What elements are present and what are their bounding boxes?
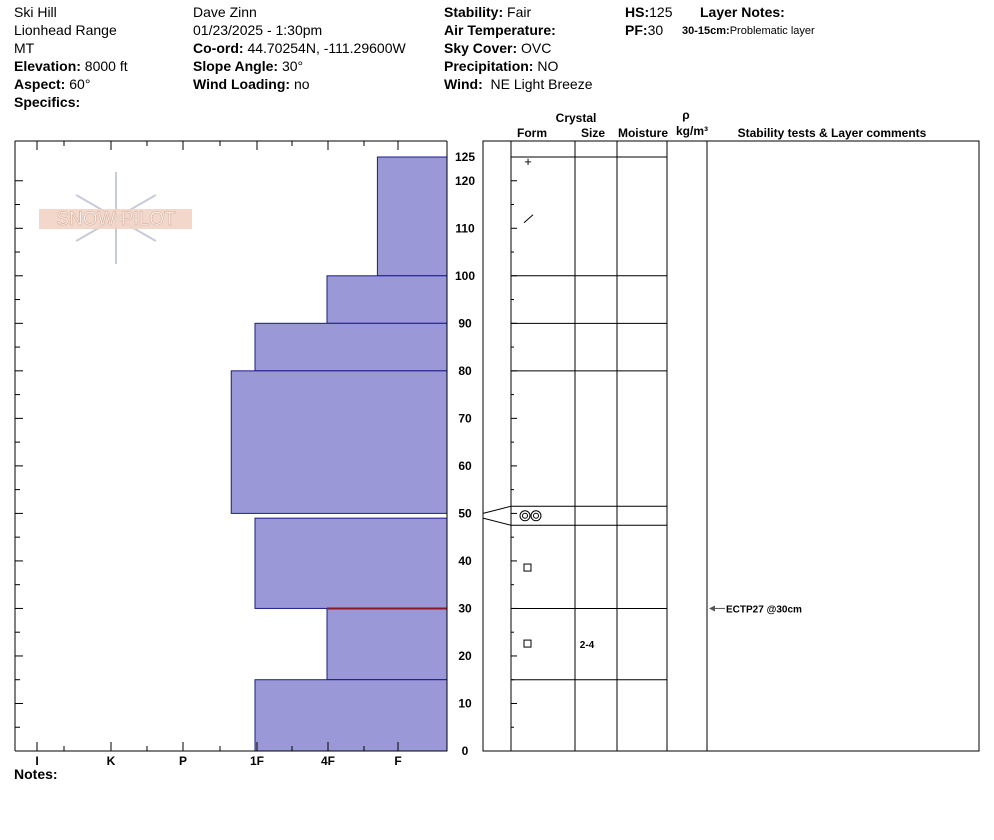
height-tick-label: 60 [458, 459, 472, 473]
hardness-bar [254, 517, 448, 609]
stability-test-text: ECTP27 @30cm [726, 604, 802, 615]
header-col-2: Dave Zinn 01/23/2025 - 1:30pm Co-ord: 44… [193, 3, 406, 93]
hardness-tick-label: 1F [250, 754, 264, 768]
height-tick-label: 40 [458, 554, 472, 568]
elevation: Elevation: 8000 ft [14, 58, 128, 74]
form-symbol: + [524, 154, 532, 169]
header-size: Size [581, 126, 605, 140]
hs: HS:125 [625, 4, 673, 20]
header-col-4: HS:125 PF:30 [625, 3, 672, 39]
height-tick-label: 30 [458, 601, 472, 615]
header-crystal: Crystal [556, 111, 597, 125]
hardness-tick-label: P [179, 754, 187, 768]
air-temperature: Air Temperature: [444, 22, 556, 38]
form-symbol-circle-outer [530, 510, 542, 522]
wind: Wind: NE Light Breeze [444, 76, 593, 92]
form-symbol-square [523, 639, 532, 648]
logo-banner [39, 209, 192, 229]
range: Lionhead Range [14, 22, 117, 38]
hardness-bar [376, 156, 448, 277]
notes-label: Notes: [14, 766, 58, 782]
header-form: Form [517, 126, 547, 140]
coordinates: Co-ord: 44.70254N, -111.29600W [193, 40, 406, 56]
thin-layer-leader-top [482, 505, 512, 514]
pf: PF:30 [625, 22, 664, 38]
thin-layer-leader-bottom [482, 517, 512, 526]
height-tick-label: 125 [455, 150, 475, 164]
wind-loading: Wind Loading: no [193, 76, 310, 92]
height-tick-label: 10 [458, 696, 472, 710]
slope-angle: Slope Angle: 30° [193, 58, 304, 74]
aspect: Aspect: 60° [14, 76, 91, 92]
height-tick-label: 110 [455, 221, 475, 235]
stability: Stability: Fair [444, 4, 532, 20]
observer: Dave Zinn [193, 4, 257, 20]
header-col-1: Ski Hill Lionhead Range MT Elevation: 80… [14, 3, 128, 111]
header-comments: Stability tests & Layer comments [738, 126, 927, 140]
stability-test-arrowhead [709, 605, 715, 612]
hardness-tick-label: F [394, 754, 401, 768]
form-symbol-circle-outer [519, 510, 531, 522]
height-tick-label: 80 [458, 364, 472, 378]
hardness-bar [326, 275, 448, 324]
form-symbol-circle-inner [522, 512, 528, 519]
layer-note: 30-15cm:Problematic layer [682, 25, 815, 37]
height-tick-label: 90 [458, 316, 472, 330]
header-moisture: Moisture [618, 126, 668, 140]
height-tick-label: 0 [462, 744, 469, 758]
header-col-3: Stability: Fair Air Temperature: Sky Cov… [444, 3, 592, 93]
height-tick-label: 20 [458, 649, 472, 663]
logo-text: SNOW PILOT [56, 209, 176, 230]
state: MT [14, 40, 35, 56]
form-symbol-circle-inner [533, 512, 539, 519]
header-density-unit: kg/m³ [676, 124, 708, 138]
height-tick-label: 50 [458, 506, 472, 520]
hardness-bar [326, 607, 448, 681]
height-tick-label: 120 [455, 174, 475, 188]
hardness-bar [254, 322, 448, 372]
form-symbol-decomp [523, 214, 534, 224]
hardness-tick-label: K [107, 754, 116, 768]
hardness-bar [254, 679, 448, 752]
header-rho: ρ [682, 108, 689, 122]
specifics: Specifics: [14, 94, 81, 110]
layer-notes-label: Layer Notes: [700, 4, 785, 20]
table-border [482, 140, 980, 752]
precipitation: Precipitation: NO [444, 58, 559, 74]
height-tick-label: 70 [458, 411, 472, 425]
datetime: 01/23/2025 - 1:30pm [193, 22, 323, 38]
height-tick-label: 100 [455, 269, 475, 283]
snowpilot-logo: SNOW PILOT [39, 172, 192, 264]
form-symbol-square [523, 563, 532, 572]
sky-cover: Sky Cover: OVC [444, 40, 552, 56]
location: Ski Hill [14, 4, 57, 20]
hardness-tick-label: 4F [321, 754, 335, 768]
crystal-size: 2-4 [580, 640, 595, 651]
hardness-bar [230, 370, 448, 514]
hardness-tick-label: I [35, 754, 38, 768]
